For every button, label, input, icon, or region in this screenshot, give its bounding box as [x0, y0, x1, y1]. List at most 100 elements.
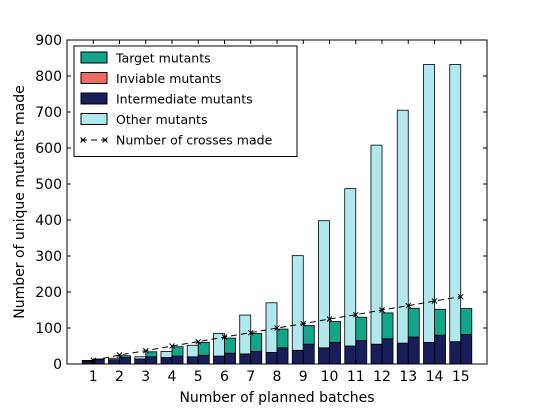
crosses-marker-stroke — [379, 307, 385, 313]
bar-intermediate-mutants-right-2 — [119, 357, 131, 365]
crosses-marker-stroke — [326, 316, 333, 322]
bar-target-mutants-right-9 — [302, 325, 315, 345]
x-tick-label: 7 — [246, 369, 255, 385]
legend-swatch-target-mutants — [80, 51, 108, 64]
bar-intermediate-mutants-right-3 — [145, 356, 158, 365]
bar-other-mutants-left-3 — [134, 356, 147, 360]
crosses-marker-13 — [405, 302, 412, 309]
bar-other-mutants-left-5 — [186, 344, 199, 358]
y-tick-label: 100 — [35, 321, 62, 337]
x-tick-label: 14 — [426, 369, 444, 385]
bar-target-mutants-right-8 — [276, 328, 289, 349]
crosses-marker-stroke — [457, 293, 464, 300]
crosses-marker-15 — [457, 293, 464, 300]
crosses-marker-stroke — [195, 338, 202, 345]
x-tick-label: 2 — [115, 369, 124, 385]
crosses-marker-stroke — [142, 347, 149, 354]
bar-target-mutants-right-3 — [145, 351, 158, 358]
crosses-marker-2 — [116, 352, 123, 358]
bar-intermediate-mutants-right-11 — [355, 340, 368, 365]
legend-swatch-other-mutants — [80, 113, 108, 125]
y-axis-label: Number of unique mutants made — [12, 85, 28, 319]
bar-other-mutants-left-4 — [160, 350, 173, 358]
crosses-marker-stroke — [169, 343, 175, 349]
bars-layer — [81, 64, 473, 365]
bar-intermediate-mutants-right-15 — [460, 334, 473, 365]
y-tick-label: 0 — [53, 357, 62, 373]
bar-other-mutants-left-11 — [344, 188, 357, 347]
bar-intermediate-mutants-left-13 — [396, 342, 409, 365]
y-tick-label: 300 — [35, 249, 62, 265]
bar-other-mutants-left-8 — [265, 302, 278, 353]
legend-label-number-of-crosses-made: Number of crosses made — [116, 133, 273, 148]
bar-intermediate-mutants-left-3 — [134, 358, 147, 365]
bar-other-mutants-left-14 — [423, 64, 435, 343]
y-axis: 0 100 200 300 400 500 600 700 800 900 — [35, 33, 487, 373]
legend-label-other-mutants: Other mutants — [116, 112, 207, 127]
bar-target-mutants-right-14 — [434, 308, 446, 336]
legend-swatch-intermediate-mutants — [80, 92, 108, 105]
legend-label-target-mutants: Target mutants — [115, 51, 211, 66]
crosses-marker-stroke — [116, 352, 123, 358]
crosses-marker-6 — [221, 334, 228, 340]
x-tick-label: 10 — [321, 369, 339, 385]
crosses-marker-stroke — [352, 311, 359, 318]
bar-target-mutants-right-5 — [197, 341, 210, 356]
x-tick-label: 13 — [399, 369, 417, 385]
y-tick-label: 500 — [35, 177, 62, 193]
bar-intermediate-mutants-left-5 — [186, 356, 199, 365]
bar-intermediate-mutants-right-7 — [250, 350, 263, 365]
x-tick-label: 9 — [299, 369, 308, 385]
x-tick-label: 15 — [452, 369, 470, 385]
bar-intermediate-mutants-left-9 — [291, 349, 304, 365]
bar-intermediate-mutants-left-2 — [108, 359, 120, 365]
legend-label-inviable-mutants: Inviable mutants — [116, 71, 221, 86]
crosses-marker-stroke — [405, 302, 412, 309]
bar-target-mutants-right-11 — [355, 316, 368, 342]
y-tick-label: 200 — [35, 285, 62, 301]
bar-intermediate-mutants-left-7 — [239, 353, 252, 365]
bar-other-mutants-left-15 — [449, 64, 462, 343]
legend-box — [73, 45, 298, 157]
crosses-marker-12 — [379, 307, 385, 313]
bar-intermediate-mutants-right-12 — [381, 338, 394, 365]
bar-intermediate-mutants-left-6 — [213, 355, 225, 365]
bar-intermediate-mutants-right-6 — [224, 352, 236, 365]
crosses-marker-stroke — [221, 334, 228, 340]
crosses-marker-9 — [300, 320, 307, 327]
bar-other-mutants-left-10 — [318, 220, 330, 349]
bar-intermediate-mutants-right-5 — [197, 354, 210, 365]
bar-intermediate-mutants-right-4 — [171, 355, 184, 365]
crosses-line — [93, 296, 461, 361]
bar-intermediate-mutants-left-12 — [370, 343, 383, 365]
x-axis: 1 2 3 4 5 6 7 8 9 10 11 12 13 14 15 — [89, 40, 470, 385]
bar-intermediate-mutants-right-9 — [302, 343, 315, 365]
crosses-marker-3 — [142, 347, 149, 354]
legend-marker-stroke — [102, 137, 108, 143]
crosses-marker-5 — [195, 338, 202, 345]
bar-intermediate-mutants-right-8 — [276, 347, 289, 365]
y-tick-label: 700 — [35, 105, 62, 121]
bar-other-mutants-left-1 — [81, 359, 94, 362]
legend-marker-stroke — [80, 137, 86, 143]
crosses-marker-stroke — [431, 298, 438, 304]
bar-other-mutants-left-9 — [291, 255, 304, 351]
x-tick-label: 3 — [141, 369, 150, 385]
bar-intermediate-mutants-right-10 — [329, 341, 341, 365]
crosses-line-layer — [90, 293, 464, 364]
x-tick-label: 11 — [347, 369, 365, 385]
x-tick-label: 6 — [220, 369, 229, 385]
x-tick-label: 8 — [273, 369, 282, 385]
crosses-marker-stroke — [300, 320, 307, 327]
bar-intermediate-mutants-left-8 — [265, 352, 278, 365]
bar-target-mutants-right-15 — [460, 308, 473, 335]
crosses-marker-stroke — [274, 325, 280, 331]
bar-intermediate-mutants-right-14 — [434, 334, 446, 365]
crosses-marker-10 — [326, 316, 333, 322]
y-tick-label: 900 — [35, 33, 62, 49]
bar-target-mutants-right-6 — [224, 337, 236, 354]
x-tick-label: 12 — [373, 369, 391, 385]
crosses-marker-8 — [274, 325, 280, 331]
bar-intermediate-mutants-right-13 — [407, 336, 420, 365]
